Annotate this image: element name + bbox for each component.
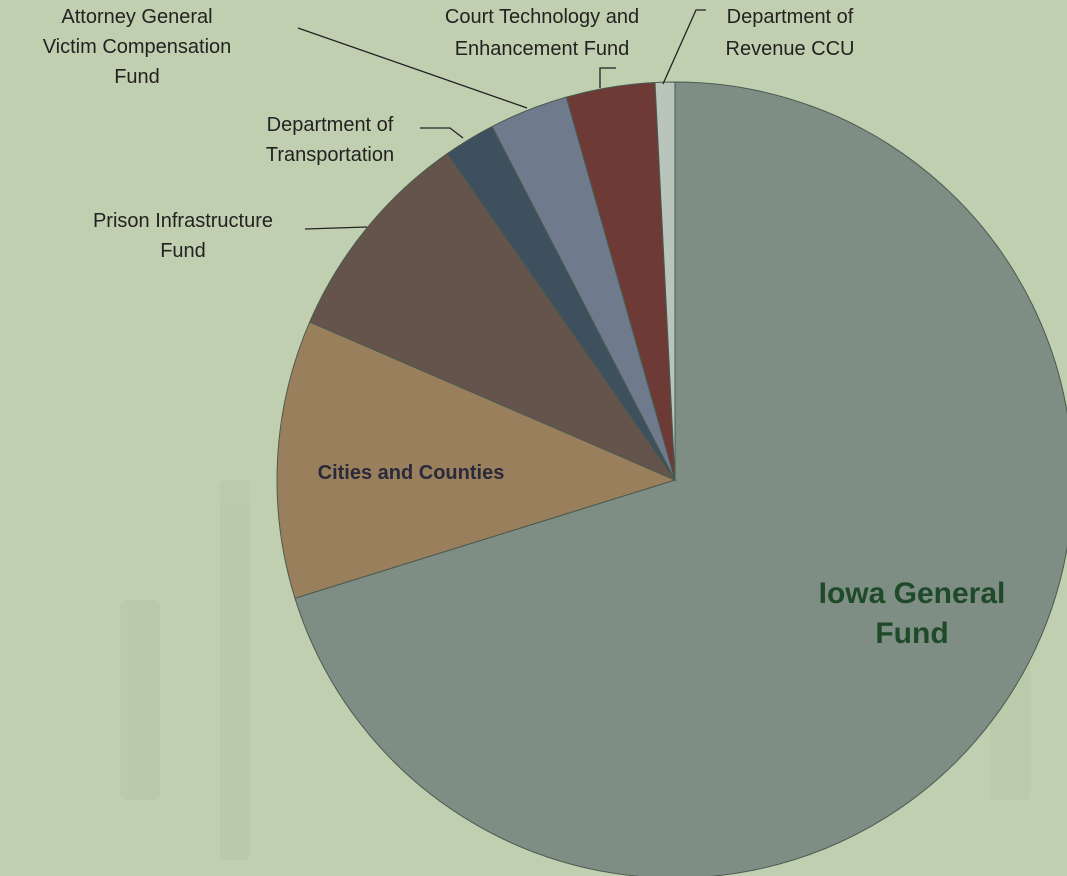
leader-line — [304, 226, 368, 230]
slice-label: Department of Transportation — [266, 114, 394, 166]
label-line: Fund — [160, 240, 206, 262]
label-line: Transportation — [266, 144, 394, 166]
slice-label: Department of Revenue CCU — [726, 6, 855, 60]
label-line: Iowa General — [819, 577, 1006, 610]
label-line: Enhancement Fund — [455, 38, 630, 60]
leader-line — [297, 27, 528, 109]
pie-slice — [276, 321, 677, 599]
label-line: Victim Compensation — [43, 36, 232, 58]
label-line: Department of — [727, 6, 854, 28]
slice-label: Attorney General Victim Compensation Fund — [43, 6, 232, 88]
leader-line — [599, 67, 616, 88]
slice-label: Prison Infrastructure Fund — [93, 210, 273, 262]
slice-label: Cities and Counties — [318, 462, 505, 484]
label-line: Court Technology and — [445, 6, 639, 28]
label-line: Cities and Counties — [318, 462, 505, 484]
pie-slice — [654, 81, 676, 481]
label-line: Revenue CCU — [726, 38, 855, 60]
slice-label: Iowa General Fund — [819, 577, 1006, 650]
label-line: Fund — [114, 66, 160, 88]
label-line: Attorney General — [61, 6, 212, 28]
leader-line — [662, 9, 706, 85]
pie-slice — [294, 81, 1067, 876]
label-line: Department of — [267, 114, 394, 136]
label-line: Fund — [875, 617, 948, 650]
slice-label: Court Technology and Enhancement Fund — [445, 6, 639, 60]
leader-line — [420, 127, 464, 139]
label-line: Prison Infrastructure — [93, 210, 273, 232]
pie-slice — [309, 152, 677, 482]
